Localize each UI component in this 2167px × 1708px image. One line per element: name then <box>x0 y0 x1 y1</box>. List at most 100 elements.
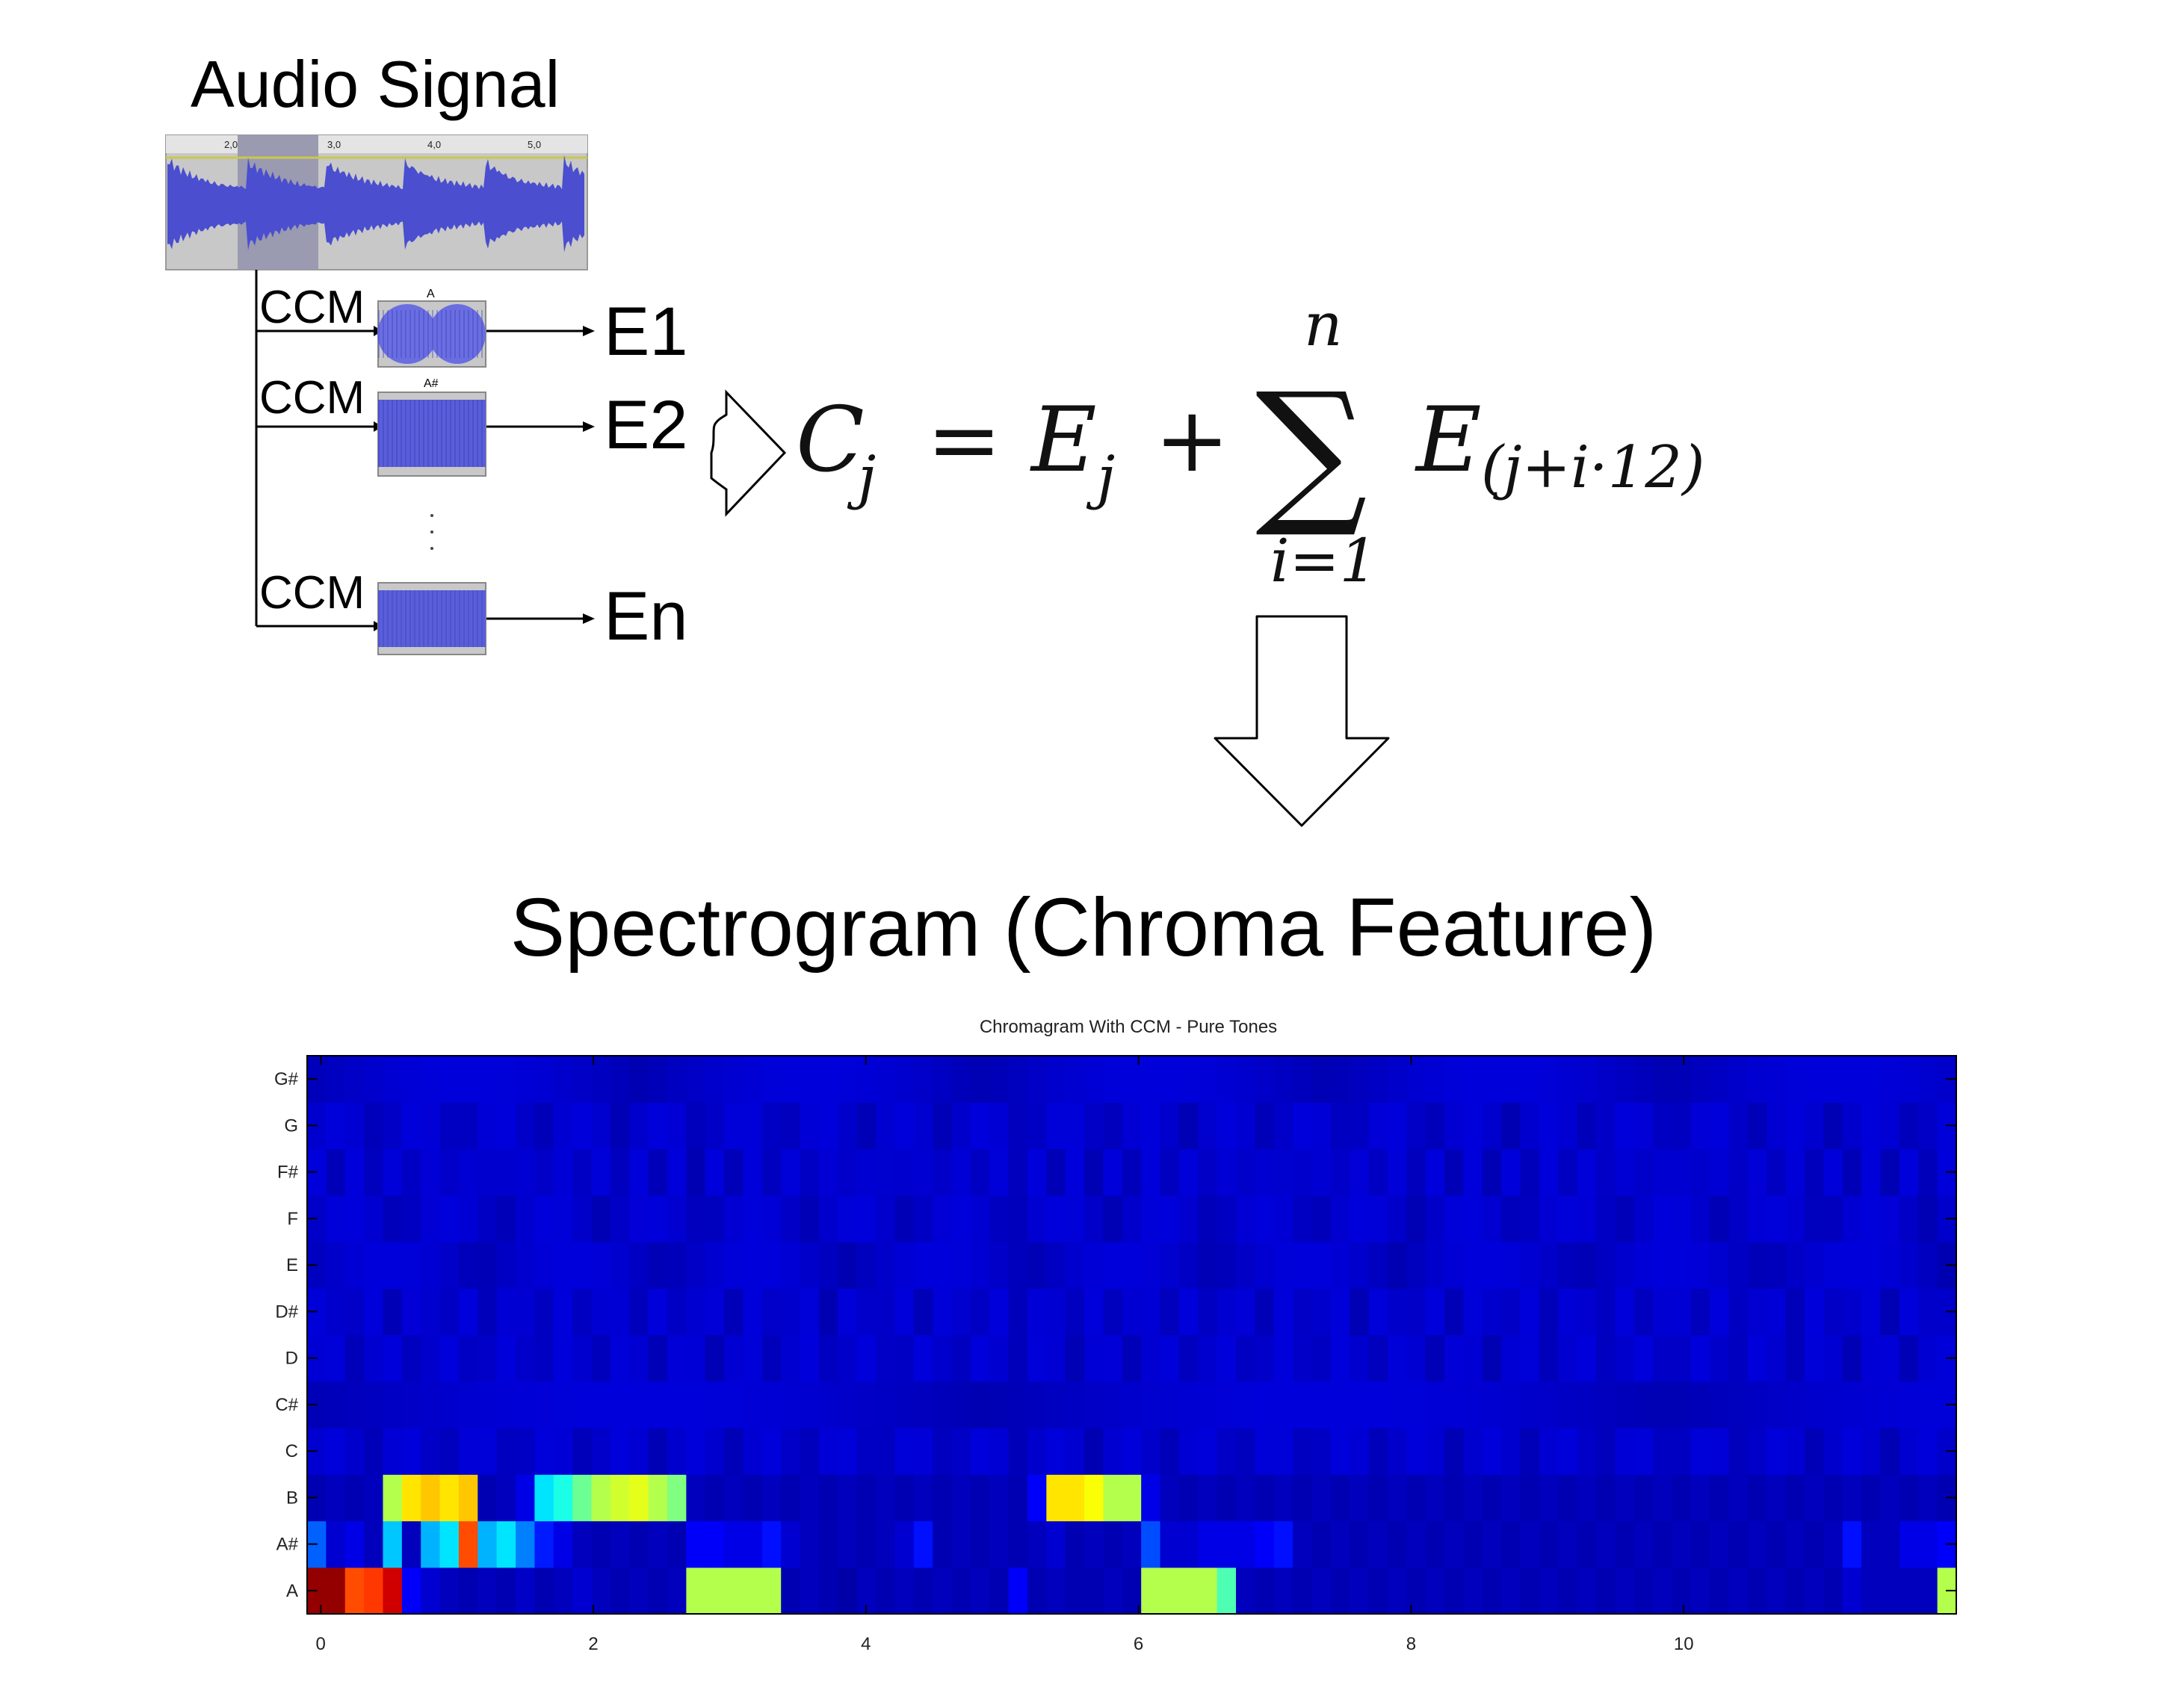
heatmap-cell <box>781 1335 800 1382</box>
heatmap-cell <box>1558 1242 1577 1289</box>
x-tick-label: 2 <box>588 1634 598 1654</box>
heatmap-cell <box>781 1521 800 1568</box>
heatmap-cell <box>762 1102 782 1149</box>
heatmap-cell <box>1766 1102 1786 1149</box>
heatmap-cell <box>914 1288 933 1335</box>
output-e1: E1 <box>604 293 688 371</box>
heatmap-cell <box>554 1474 573 1521</box>
formula-summand-sub: (j+i·12) <box>1481 434 1704 501</box>
heatmap-cell <box>383 1428 402 1475</box>
heatmap-cell <box>477 1474 497 1521</box>
heatmap-cell <box>516 1474 535 1521</box>
heatmap-cell <box>1255 1288 1274 1335</box>
heatmap-cell <box>1766 1195 1786 1243</box>
heatmap-cell <box>1881 1056 1900 1103</box>
heatmap-cell <box>1483 1288 1502 1335</box>
heatmap-cell <box>1843 1149 1862 1196</box>
heatmap-cell <box>1729 1288 1749 1335</box>
heatmap-cell <box>629 1568 649 1615</box>
heatmap-cell <box>1577 1056 1597 1103</box>
heatmap-cell <box>1388 1521 1407 1568</box>
heatmap-cell <box>1103 1335 1122 1382</box>
heatmap-cells <box>307 1056 1957 1615</box>
heatmap-cell <box>1748 1288 1767 1335</box>
heatmap-cell <box>1748 1428 1767 1475</box>
heatmap-cell <box>1786 1149 1805 1196</box>
heatmap-cell <box>1274 1242 1293 1289</box>
heatmap-cell <box>402 1381 421 1429</box>
heatmap-cell <box>1615 1195 1634 1243</box>
heatmap-cell <box>1046 1102 1066 1149</box>
heatmap-cell <box>800 1568 820 1615</box>
heatmap-cell <box>894 1335 914 1382</box>
heatmap-cell <box>1160 1474 1180 1521</box>
heatmap-cell <box>1558 1568 1577 1615</box>
heatmap-cell <box>1786 1195 1805 1243</box>
heatmap-cell <box>1293 1242 1312 1289</box>
heatmap-cell <box>1672 1288 1691 1335</box>
heatmap-cell <box>1217 1149 1237 1196</box>
y-tick-label: G# <box>274 1069 299 1089</box>
heatmap-cell <box>459 1521 478 1568</box>
heatmap-cell <box>914 1381 933 1429</box>
heatmap-cell <box>800 1381 820 1429</box>
heatmap-cell <box>1236 1381 1255 1429</box>
heatmap-cell <box>1596 1335 1616 1382</box>
heatmap-cell <box>1179 1195 1199 1243</box>
heatmap-cell <box>629 1242 649 1289</box>
heatmap-cell <box>1691 1195 1710 1243</box>
heatmap-cell <box>1861 1195 1881 1243</box>
heatmap-cell <box>971 1521 990 1568</box>
heatmap-cell <box>1274 1149 1293 1196</box>
heatmap-cell <box>1653 1335 1672 1382</box>
heatmap-cell <box>724 1474 744 1521</box>
heatmap-cell <box>686 1195 705 1243</box>
heatmap-cell <box>383 1521 402 1568</box>
heatmap-cell <box>1217 1381 1237 1429</box>
heatmap-cell <box>345 1521 365 1568</box>
heatmap-cell <box>1426 1428 1445 1475</box>
formula-sum: ∑ <box>1255 359 1367 542</box>
heatmap-cell <box>1122 1428 1142 1475</box>
heatmap-cell <box>838 1195 857 1243</box>
heatmap-cell <box>1558 1335 1577 1382</box>
heatmap-cell <box>1009 1149 1028 1196</box>
heatmap-cell <box>1899 1381 1919 1429</box>
heatmap-cell <box>1331 1195 1350 1243</box>
heatmap-cell <box>1369 1428 1388 1475</box>
heatmap-cell <box>1899 1521 1919 1568</box>
heatmap-cell <box>1160 1288 1180 1335</box>
heatmap-cell <box>1331 1381 1350 1429</box>
heatmap-cell <box>1103 1428 1122 1475</box>
heatmap-cell <box>1406 1474 1426 1521</box>
heatmap-cell <box>1274 1335 1293 1382</box>
heatmap-cell <box>1558 1521 1577 1568</box>
heatmap-cell <box>1766 1242 1786 1289</box>
heatmap-cell <box>1805 1102 1824 1149</box>
heatmap-cell <box>1577 1195 1597 1243</box>
heatmap-cell <box>1103 1288 1122 1335</box>
heatmap-cell <box>326 1381 345 1429</box>
heatmap-cell <box>1179 1242 1199 1289</box>
heatmap-cell <box>1350 1056 1369 1103</box>
heatmap-cell <box>1805 1474 1824 1521</box>
heatmap-cell <box>1084 1428 1104 1475</box>
heatmap-cell <box>402 1056 421 1103</box>
heatmap-cell <box>1274 1195 1293 1243</box>
heatmap-cell <box>364 1056 383 1103</box>
heatmap-cell <box>326 1521 345 1568</box>
heatmap-cell <box>1710 1102 1729 1149</box>
heatmap-cell <box>952 1521 971 1568</box>
heatmap-cell <box>1558 1474 1577 1521</box>
heatmap-cell <box>1350 1288 1369 1335</box>
heatmap-cell <box>516 1428 535 1475</box>
heatmap-cell <box>1293 1474 1312 1521</box>
heatmap-cell <box>1274 1521 1293 1568</box>
heatmap-cell <box>1634 1056 1654 1103</box>
heatmap-cell <box>1066 1521 1085 1568</box>
heatmap-cell <box>459 1102 478 1149</box>
heatmap-cell <box>610 1056 630 1103</box>
heatmap-cell <box>1843 1288 1862 1335</box>
heatmap-cell <box>592 1474 611 1521</box>
heatmap-cell <box>1426 1521 1445 1568</box>
